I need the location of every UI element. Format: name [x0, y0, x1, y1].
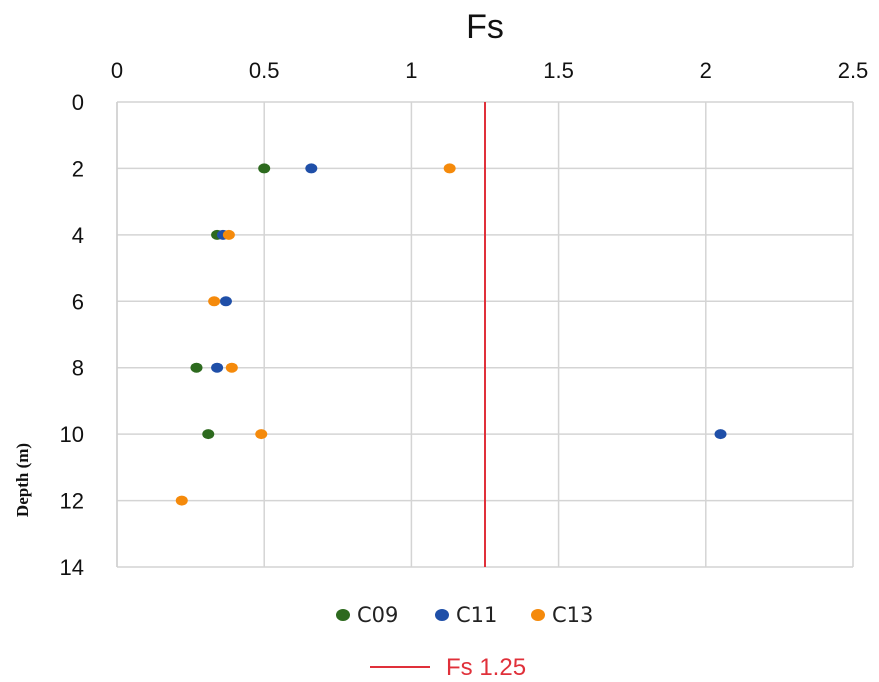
y-tick-label: 4	[72, 223, 84, 248]
legend-label-c13: C13	[552, 603, 593, 627]
legend-marker-c11	[435, 609, 449, 621]
y-tick-label: 10	[60, 422, 84, 447]
x-tick-label: 1	[405, 58, 417, 83]
data-point-c11	[219, 296, 232, 307]
data-point-c13	[208, 296, 221, 307]
y-tick-label: 8	[72, 356, 84, 381]
legend-label-c09: C09	[357, 603, 398, 627]
data-point-c13	[175, 495, 188, 506]
legend-marker-c13	[531, 609, 545, 621]
data-point-c13	[443, 163, 456, 174]
data-point-c11	[714, 429, 727, 440]
legend-label-c11: C11	[456, 603, 497, 627]
y-axis-ticks: 0 2 4 6 8 10 12 14	[60, 90, 84, 580]
data-points	[175, 163, 727, 506]
data-point-c13	[225, 362, 238, 373]
data-point-c13	[255, 429, 268, 440]
y-tick-label: 2	[72, 156, 84, 181]
data-point-c11	[305, 163, 318, 174]
x-axis-ticks: 0 0.5 1 1.5 2 2.5	[111, 58, 868, 83]
chart-title: Fs	[466, 8, 504, 46]
x-tick-label: 2.5	[838, 58, 869, 83]
data-point-c11	[211, 362, 224, 373]
legend: C09 C11 C13 Fs 1.25	[336, 603, 593, 681]
data-point-c09	[258, 163, 271, 174]
legend-marker-c09	[336, 609, 350, 621]
y-axis-label: Depth (m)	[13, 443, 32, 517]
x-tick-label: 0.5	[249, 58, 280, 83]
y-tick-label: 14	[60, 555, 84, 580]
y-tick-label: 0	[72, 90, 84, 115]
data-point-c09	[202, 429, 215, 440]
x-tick-label: 0	[111, 58, 123, 83]
y-tick-label: 12	[60, 489, 84, 514]
y-tick-label: 6	[72, 289, 84, 314]
legend-reference-line-label: Fs 1.25	[446, 654, 526, 681]
x-tick-label: 2	[700, 58, 712, 83]
data-point-c13	[222, 229, 235, 240]
x-tick-label: 1.5	[543, 58, 574, 83]
data-point-c09	[190, 362, 203, 373]
